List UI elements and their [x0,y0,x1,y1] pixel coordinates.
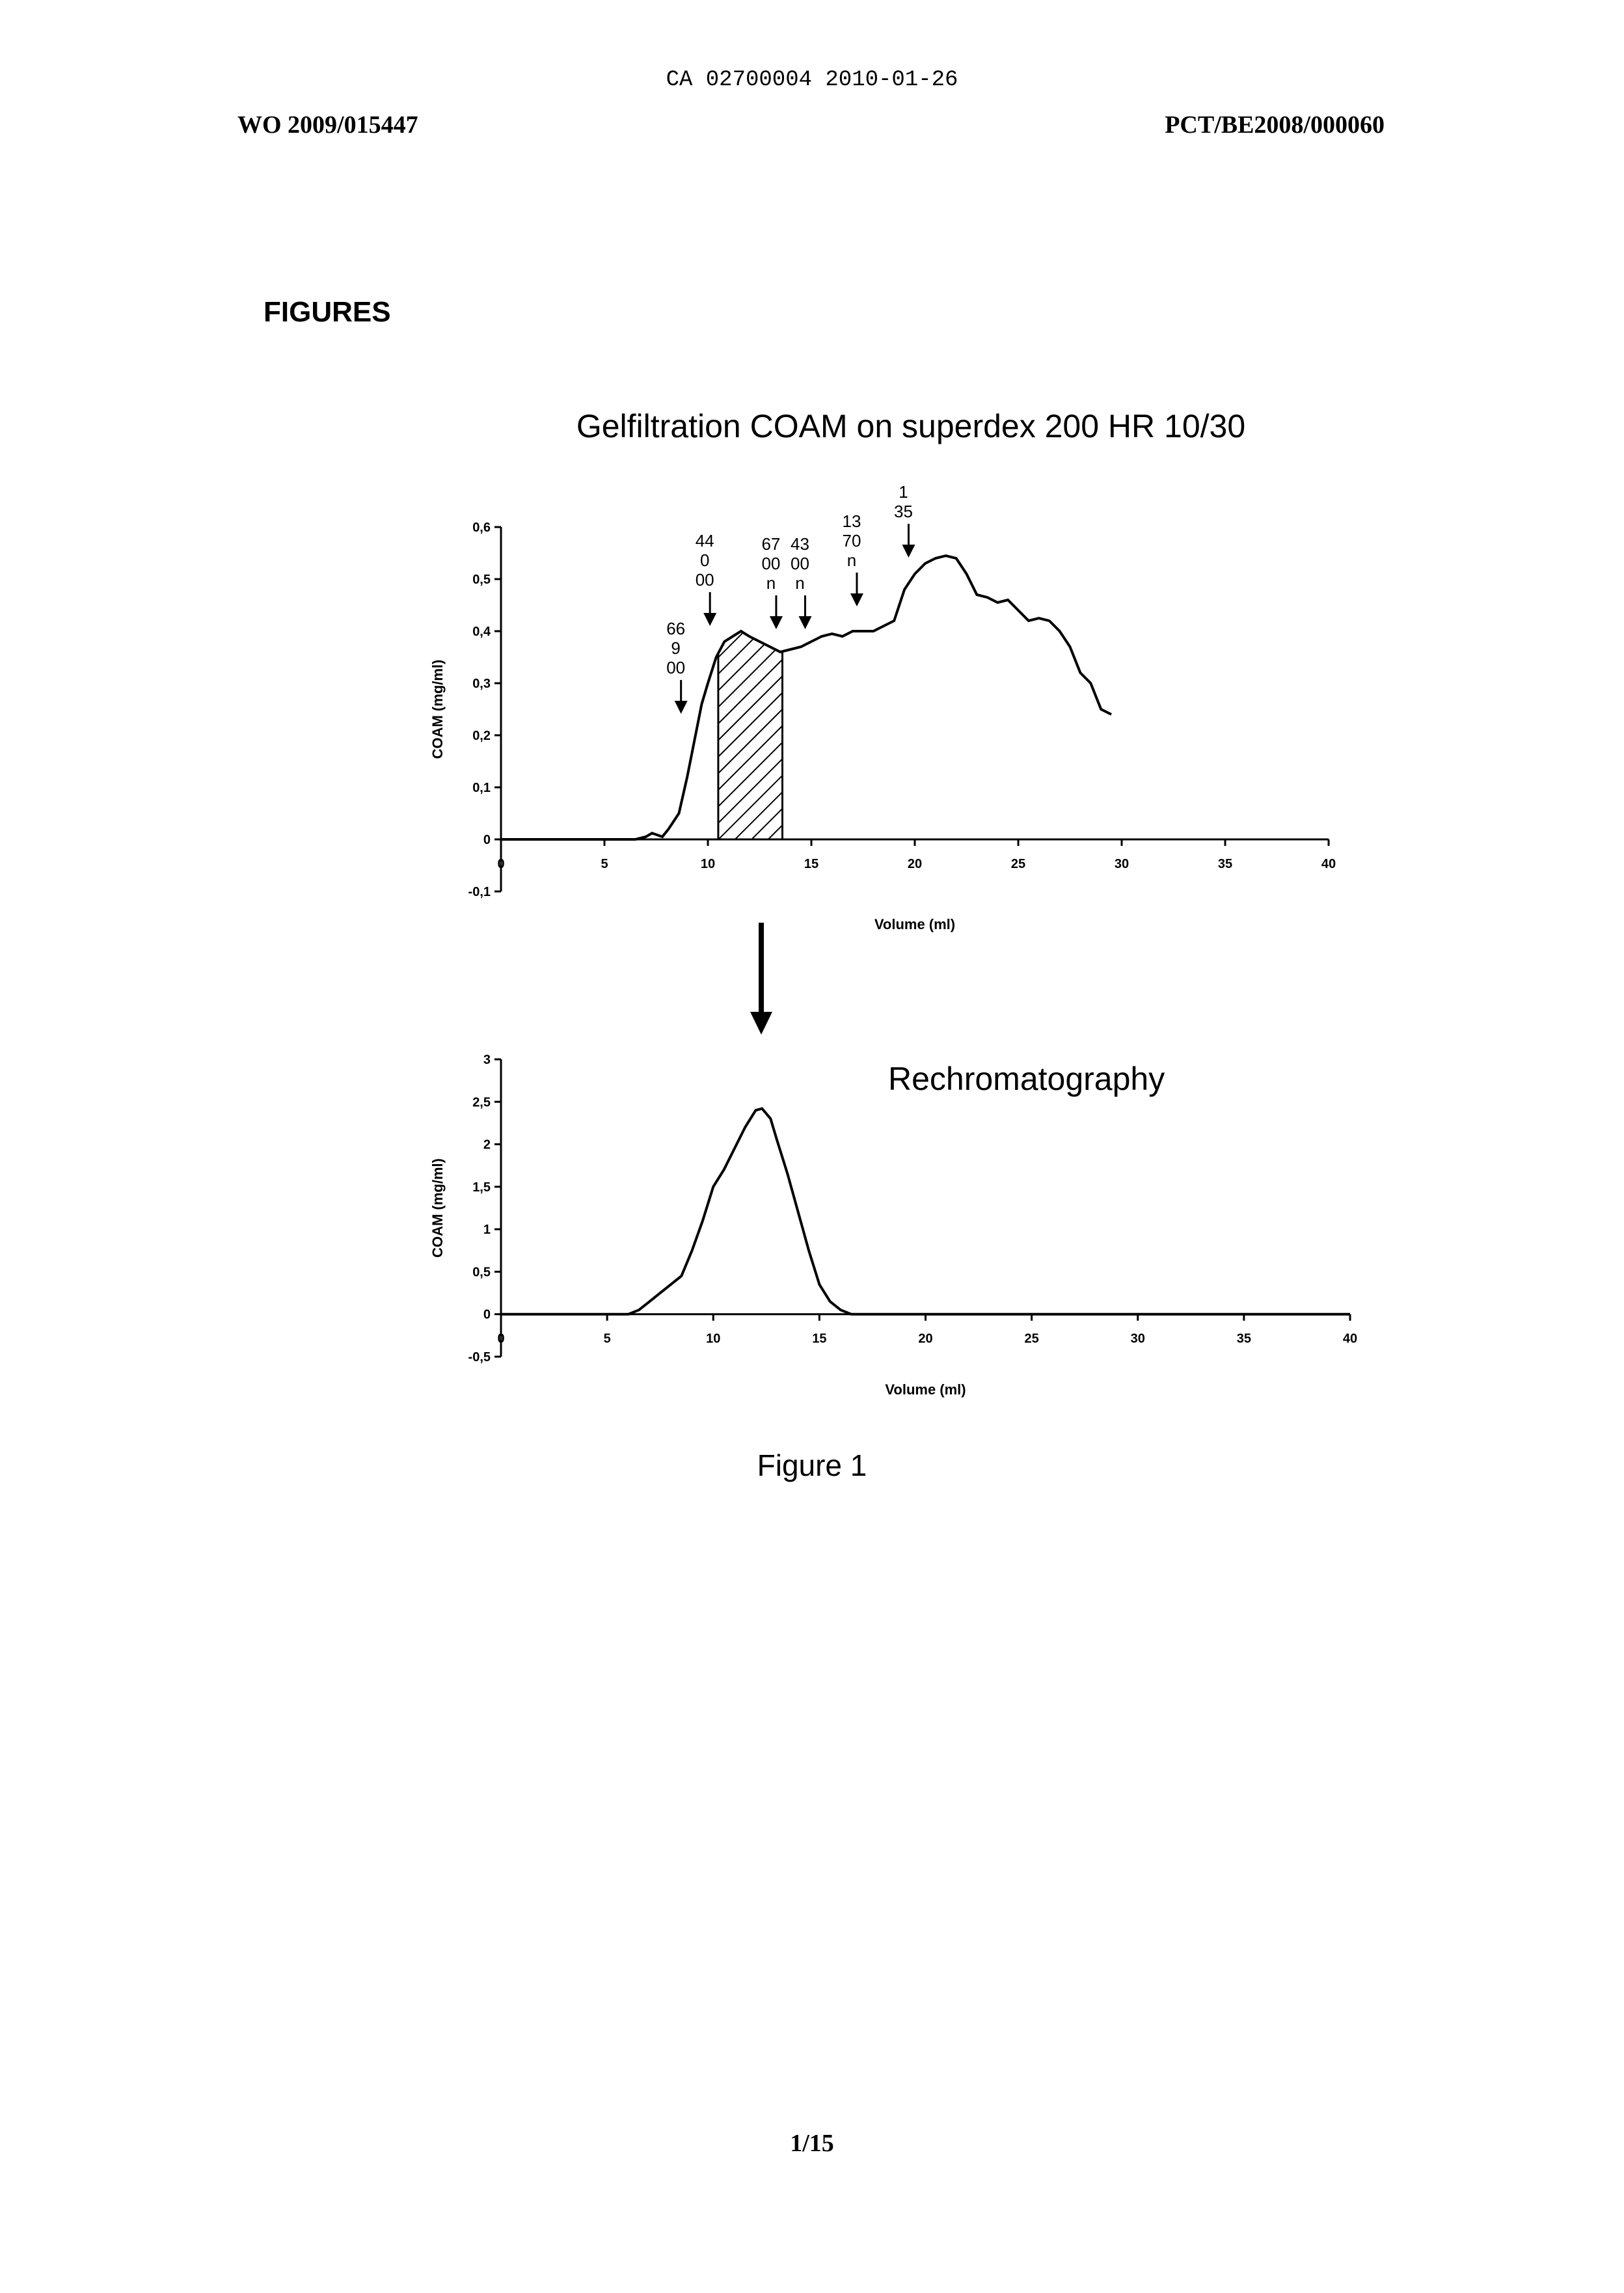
chart2-y-tick-label: -0,5 [468,1350,491,1364]
chart1-y-tick-label: 0,3 [472,677,491,691]
chart1-marker-label: 66 [666,619,685,638]
chart1-marker-label: n [766,573,776,593]
chart1-y-tick-label: 0,1 [472,781,491,795]
chart1-marker-label: 0 [700,550,709,570]
chart1-marker-label: n [795,573,804,593]
gelfiltration-chart: Gelfiltration COAM on superdex 200 HR 10… [429,408,1336,932]
chart2-x-tick-label: 25 [1025,1332,1039,1346]
page-number: 1/15 [0,2129,1624,2158]
chart1-marker-arrow-head [850,593,863,606]
chart1-marker-label: 13 [842,511,861,531]
chart2-x-axis-label: Volume (ml) [885,1381,966,1398]
chart1-shaded-fraction [718,631,783,839]
chart2-y-tick-label: 2 [483,1138,491,1152]
chart1-marker-arrow-head [675,701,688,714]
chart1-marker-label: 00 [761,554,780,573]
chart1-marker-label: 00 [666,658,685,677]
chart1-y-tick-label: -0,1 [468,885,491,899]
chart1-marker-arrow-head [902,545,915,558]
figure-charts: Gelfiltration COAM on superdex 200 HR 10… [0,0,1624,1497]
chart2-x-tick-label: 15 [812,1332,826,1346]
chart2-y-tick-label: 0,5 [472,1265,491,1279]
chart1-marker-label: 1 [899,482,908,502]
chart1-y-tick-label: 0,5 [472,573,491,587]
chart2-x-tick-label: 10 [706,1332,720,1346]
rechromatography-chart: Rechromatography -0,500,511,522,53051015… [429,1053,1357,1398]
figure-caption: Figure 1 [0,1448,1624,1483]
chart2-title: Rechromatography [888,1061,1165,1097]
chart1-marker-arrow-head [770,616,783,629]
chart2-x-tick-label: 0 [497,1332,504,1346]
chart1-series-line [501,556,1111,839]
chart1-marker-arrow-head [798,616,811,629]
chart1-x-axis-label: Volume (ml) [874,916,955,932]
chart1-x-tick-label: 25 [1011,857,1025,871]
chart1-x-tick-label: 35 [1218,857,1232,871]
chart1-x-tick-label: 20 [908,857,922,871]
chart1-marker-label: 35 [894,502,913,521]
chart1-y-tick-label: 0 [483,833,491,847]
chart1-marker-label: 67 [761,534,780,554]
chart1-y-axis-label: COAM (mg/ml) [429,660,446,759]
chart1-y-tick-label: 0,4 [472,625,491,639]
chart1-x-tick-label: 5 [601,857,608,871]
chart2-x-tick-label: 30 [1131,1332,1145,1346]
chart1-marker-label: 00 [696,570,714,590]
chart1-y-tick-label: 0,6 [472,521,491,535]
chart2-y-tick-label: 2,5 [472,1095,491,1109]
chart1-marker-label: 44 [696,531,714,550]
chart1-x-tick-label: 30 [1115,857,1129,871]
chart1-title: Gelfiltration COAM on superdex 200 HR 10… [576,408,1245,444]
chart1-x-tick-label: 10 [701,857,715,871]
chart1-marker-arrow-head [703,613,716,626]
chart2-y-tick-label: 1,5 [472,1180,491,1195]
chart2-series-line [501,1109,1350,1314]
transfer-arrow [750,923,772,1035]
chart2-x-tick-label: 5 [604,1332,611,1346]
chart2-y-tick-label: 0 [483,1308,491,1322]
chart1-x-tick-label: 40 [1321,857,1336,871]
chart2-x-tick-label: 35 [1237,1332,1251,1346]
chart1-marker-label: 43 [791,534,809,554]
chart1-marker-label: 9 [671,638,680,658]
chart2-y-tick-label: 3 [483,1053,491,1067]
chart1-marker-label: n [847,550,856,570]
chart1-x-tick-label: 0 [497,857,504,871]
chart1-x-tick-label: 15 [804,857,819,871]
chart2-x-tick-label: 40 [1343,1332,1357,1346]
chart1-marker-label: 00 [791,554,809,573]
chart2-y-axis-label: COAM (mg/ml) [429,1158,446,1258]
chart2-x-tick-label: 20 [918,1332,932,1346]
chart1-marker-label: 70 [842,531,861,550]
chart1-y-tick-label: 0,2 [472,729,491,743]
chart2-y-tick-label: 1 [483,1223,491,1237]
